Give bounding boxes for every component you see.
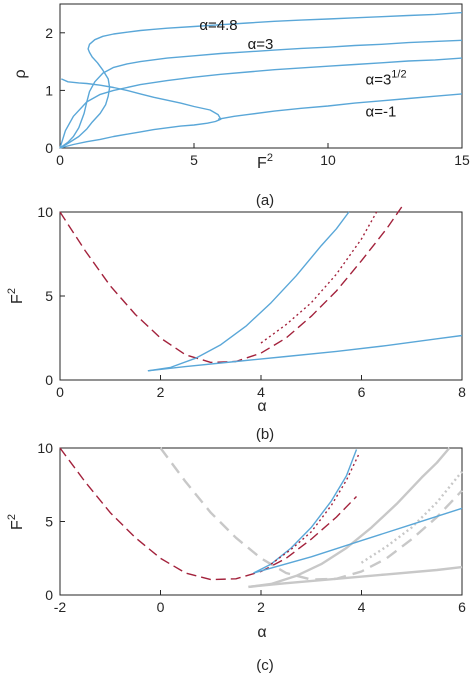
x-tick-label: 4 <box>358 599 366 615</box>
series-line <box>248 447 451 589</box>
y-axis-label: F2 <box>6 288 26 304</box>
y-tick-label: 0 <box>45 587 53 603</box>
x-tick-label: 2 <box>257 599 265 615</box>
series-line <box>59 11 463 149</box>
x-tick-label: 4 <box>257 384 265 400</box>
series-annotation: α=31/2 <box>366 69 407 89</box>
series-line <box>253 507 463 574</box>
x-axis-label: F2 <box>257 152 273 172</box>
series-line <box>253 449 358 574</box>
x-tick-label: 8 <box>458 384 466 400</box>
y-tick-label: 5 <box>45 288 53 304</box>
x-axis-label: α <box>257 398 266 415</box>
x-axis-label: α <box>257 624 266 641</box>
x-tick-label: 2 <box>157 384 165 400</box>
plot-frame <box>59 3 463 149</box>
series-line <box>59 39 463 149</box>
series-line <box>360 470 463 564</box>
series-line <box>159 447 463 581</box>
x-tick-label: 0 <box>157 599 165 615</box>
series-line <box>248 565 463 589</box>
y-tick-label: 1 <box>45 82 53 98</box>
series-line <box>59 206 403 364</box>
y-tick-label: 10 <box>37 440 53 456</box>
x-tick-label: 15 <box>454 152 470 168</box>
x-tick-label: 10 <box>320 152 336 168</box>
series-line <box>59 78 222 149</box>
y-tick-label: 2 <box>45 25 53 41</box>
x-tick-label: -2 <box>54 599 67 615</box>
series-line <box>147 334 463 372</box>
y-axis-label: ρ <box>12 69 29 78</box>
x-tick-label: 6 <box>358 384 366 400</box>
series-line <box>260 211 378 344</box>
plot-frame <box>59 211 463 381</box>
series-line <box>147 211 350 372</box>
y-tick-label: 0 <box>45 372 53 388</box>
x-tick-label: 5 <box>190 152 198 168</box>
y-tick-label: 10 <box>37 204 53 220</box>
y-tick-label: 5 <box>45 514 53 530</box>
series-line <box>59 447 358 581</box>
caption-b: (b) <box>256 426 274 443</box>
y-axis-label: F2 <box>6 514 26 530</box>
series-line <box>217 93 463 120</box>
series-annotation: α=3 <box>248 36 274 53</box>
panel-b-chart: 0 2 4 6 8 0 5 10 α F2 <box>6 204 466 415</box>
x-tick-label: 0 <box>56 384 64 400</box>
panel-a-chart: 0 5 10 15 0 1 2 F2 ρ α=4.8 α=3 α=31/2 α=-1 <box>12 3 470 172</box>
caption-a: (a) <box>256 192 274 209</box>
series-line <box>270 453 360 565</box>
series-annotation: α=-1 <box>366 103 397 120</box>
x-tick-label: 0 <box>56 152 64 168</box>
series-annotation: α=4.8 <box>199 17 237 34</box>
caption-c: (c) <box>256 657 274 674</box>
y-tick-label: 0 <box>45 140 53 156</box>
series-line <box>59 57 463 149</box>
x-tick-label: 6 <box>458 599 466 615</box>
